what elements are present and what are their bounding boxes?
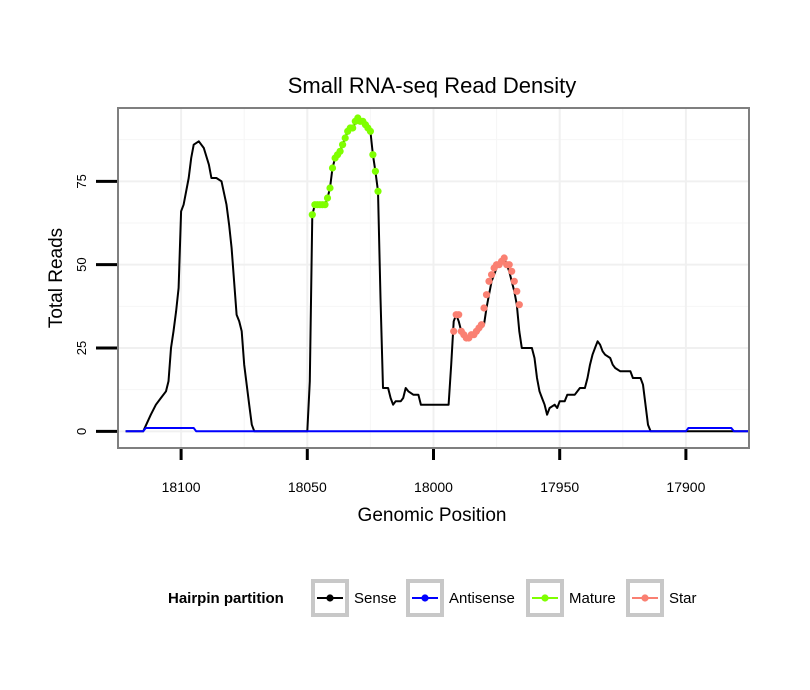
data-point-star: [450, 327, 458, 335]
legend-item-antisense: Antisense: [406, 579, 515, 617]
legend-item-mature: Mature: [526, 579, 616, 617]
x-tick-label: 18050: [288, 479, 327, 495]
legend-label: Antisense: [449, 590, 515, 607]
data-point-star: [482, 291, 491, 299]
x-axis: 18100 18050 18000 17950 17900: [162, 449, 706, 495]
series-line-antisense: [125, 427, 749, 433]
legend-key-point: [326, 594, 334, 602]
data-point-star: [515, 301, 523, 309]
legend-title: Hairpin partition: [168, 590, 284, 607]
x-axis-label: Genomic Position: [358, 505, 507, 526]
data-point-mature: [341, 134, 349, 142]
series-sense: [125, 117, 749, 433]
data-point-mature: [321, 201, 329, 209]
y-axis-label: Total Reads: [46, 228, 67, 328]
x-tick-label: 17950: [540, 479, 579, 495]
y-tick-label: 25: [74, 341, 89, 355]
x-tick-label: 18000: [414, 479, 453, 495]
plot-border: [117, 107, 750, 449]
x-tick-label: 18100: [162, 479, 201, 495]
legend: Hairpin partition Sense Antisense Mature St…: [168, 579, 697, 617]
y-tick-label: 75: [74, 174, 89, 188]
legend-entries: Sense Antisense Mature Star: [311, 579, 697, 617]
series-star: [450, 254, 523, 342]
y-tick-label: 0: [74, 428, 89, 435]
legend-item-sense: Sense: [311, 579, 397, 617]
data-point-mature: [336, 147, 344, 155]
data-point-star: [480, 304, 488, 312]
legend-item-star: Star: [626, 579, 697, 617]
data-point-star: [477, 321, 486, 329]
legend-label: Sense: [354, 590, 397, 607]
x-tick-label: 17900: [666, 479, 705, 495]
legend-label: Star: [669, 590, 697, 607]
series-layer: [125, 114, 749, 433]
legend-key-point: [641, 594, 649, 602]
data-point-star: [508, 267, 516, 275]
data-point-star: [485, 277, 493, 285]
series-line-sense: [125, 117, 749, 433]
chart-title: Small RNA-seq Read Density: [288, 73, 577, 98]
data-point-star: [500, 254, 508, 262]
series-antisense: [125, 427, 749, 433]
data-point-mature: [369, 151, 377, 159]
data-point-star: [513, 287, 521, 295]
legend-key-point: [541, 594, 549, 602]
legend-label: Mature: [569, 590, 616, 607]
y-axis: 0 25 50 75: [74, 174, 117, 435]
data-point-mature: [323, 194, 332, 202]
legend-key-point: [421, 594, 429, 602]
data-point-mature: [339, 141, 347, 149]
data-point-mature: [366, 127, 374, 135]
data-point-mature: [349, 124, 357, 132]
y-tick-label: 50: [74, 257, 89, 271]
data-point-mature: [326, 184, 334, 192]
data-point-mature: [374, 187, 382, 195]
data-point-mature: [308, 211, 316, 219]
data-point-star: [505, 261, 513, 269]
data-point-mature: [371, 167, 379, 175]
series-mature: [308, 114, 382, 219]
data-point-star: [455, 311, 463, 319]
data-point-mature: [328, 164, 337, 172]
data-point-star: [510, 277, 518, 285]
data-point-star: [488, 271, 496, 279]
plot-area: [117, 107, 750, 449]
